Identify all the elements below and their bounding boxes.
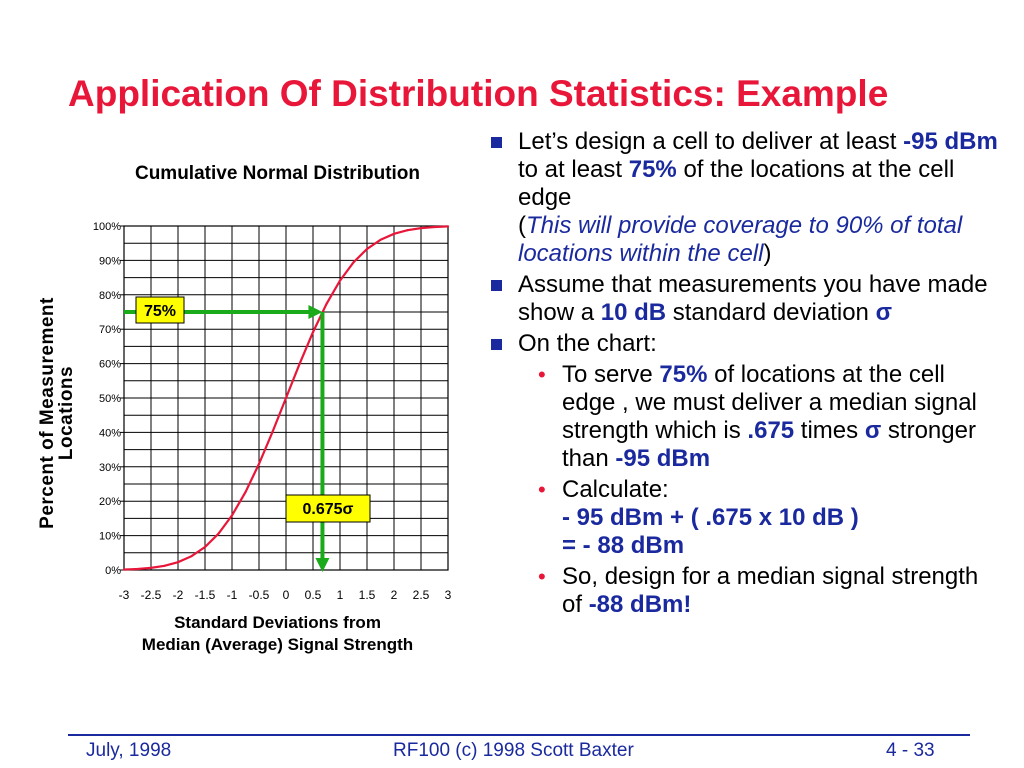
x-axis-label-line-1: Standard Deviations from (174, 613, 381, 632)
x-tick-label: 0.5 (305, 588, 322, 602)
cdf-curve-point (230, 514, 234, 517)
x-tick-label: -3 (119, 588, 130, 602)
cdf-curve-point (392, 232, 396, 235)
y-tick-label: 80% (99, 290, 121, 302)
cdf-curve-point (244, 490, 247, 494)
cdf-curve-point (271, 430, 274, 434)
round-bullet-icon: • (538, 362, 546, 387)
chart-title: Cumulative Normal Distribution (134, 163, 421, 184)
round-bullet-icon: • (538, 564, 546, 589)
footer-course: RF100 (c) 1998 Scott Baxter (393, 740, 634, 761)
cdf-curve-point (163, 564, 166, 567)
cdf-curve-point (338, 279, 342, 282)
cdf-curve-point (365, 247, 369, 251)
y-tick-label: 50% (99, 393, 121, 405)
percent-annotation-box (135, 296, 185, 324)
y-tick-label: 70% (99, 324, 121, 336)
x-tick-label: 0 (283, 588, 290, 602)
sub-bullet-serve-75: • To serve 75% of locations at the cell … (538, 361, 977, 472)
cdf-curve-point (406, 229, 409, 232)
round-bullet-icon: • (538, 477, 546, 502)
cdf-curve-point (217, 532, 220, 535)
footer-page-number: 4 - 33 (886, 740, 935, 761)
sub-bullet-design-for-median: • So, design for a median signal strengt… (538, 563, 979, 618)
sigma-annotation-box (285, 494, 371, 523)
bullet-list: Let’s design a cell to deliver at least … (490, 128, 1000, 622)
x-tick-label: -1 (227, 588, 238, 602)
y-tick-label: 40% (99, 427, 121, 439)
cdf-curve-point (433, 225, 436, 229)
cdf-curve-point (352, 261, 355, 264)
cdf-curve-point (446, 225, 450, 228)
footer-date: July, 1998 (86, 740, 172, 761)
cdf-curve-point (190, 555, 193, 558)
guide-arrow-head-down (315, 558, 330, 572)
sub-bullet-calculate: • Calculate: - 95 dBm + ( .675 x 10 dB )… (538, 476, 859, 559)
x-tick-label: -1.5 (195, 588, 216, 602)
x-axis-label: Standard Deviations from Median (Average… (100, 612, 455, 656)
footer-divider (68, 734, 970, 736)
cdf-curve-point (122, 568, 126, 571)
x-tick-label: -2 (173, 588, 184, 602)
y-tick-label: 60% (99, 359, 121, 371)
bullet-on-the-chart: On the chart: (490, 330, 1000, 358)
x-tick-label: -2.5 (141, 588, 162, 602)
x-axis-label-line-2: Median (Average) Signal Strength (141, 635, 414, 654)
cdf-curve-point (257, 462, 261, 465)
sigma-annotation-label: 0.675σ (303, 501, 354, 518)
x-tick-label: -0.5 (249, 588, 270, 602)
x-tick-label: 2 (391, 588, 398, 602)
slide-title: Application Of Distribution Statistics: … (68, 73, 889, 114)
y-tick-label: 90% (99, 255, 121, 267)
cdf-curve-point (325, 302, 328, 306)
x-tick-label: 2.5 (413, 588, 430, 602)
cdf-curve-point (176, 561, 180, 564)
square-bullet-icon (491, 137, 502, 148)
cdf-curve-point (284, 396, 288, 400)
y-tick-label: 100% (93, 221, 121, 233)
square-bullet-icon (491, 280, 502, 291)
percent-annotation-label: 75% (144, 303, 176, 320)
y-tick-label: 0% (105, 565, 121, 577)
cumulative-distribution-chart: 0%10%20%30%40%50%60%70%80%90%100%-3 -2.5-… (93, 221, 452, 602)
square-bullet-icon (491, 339, 502, 350)
y-tick-label: 30% (99, 462, 121, 474)
cdf-curve-point (203, 545, 207, 549)
cdf-curve-point (311, 331, 315, 334)
cdf-curve-point (136, 567, 139, 571)
x-tick-label: 1.5 (359, 588, 376, 602)
y-tick-label: 10% (99, 531, 121, 543)
x-tick-label: 3 (445, 588, 452, 602)
bullet-design-target: Let’s design a cell to deliver at least … (490, 128, 1000, 268)
x-tick-label: 1 (337, 588, 344, 602)
y-tick-label: 20% (99, 496, 121, 508)
guide-arrow-head-right (308, 305, 323, 319)
cdf-curve-point (379, 238, 382, 241)
bullet-standard-deviation: Assume that measurements you have made s… (490, 271, 1000, 327)
cdf-curve-point (419, 227, 423, 230)
cdf-curve-point (298, 362, 301, 366)
cdf-curve-point (149, 566, 153, 569)
